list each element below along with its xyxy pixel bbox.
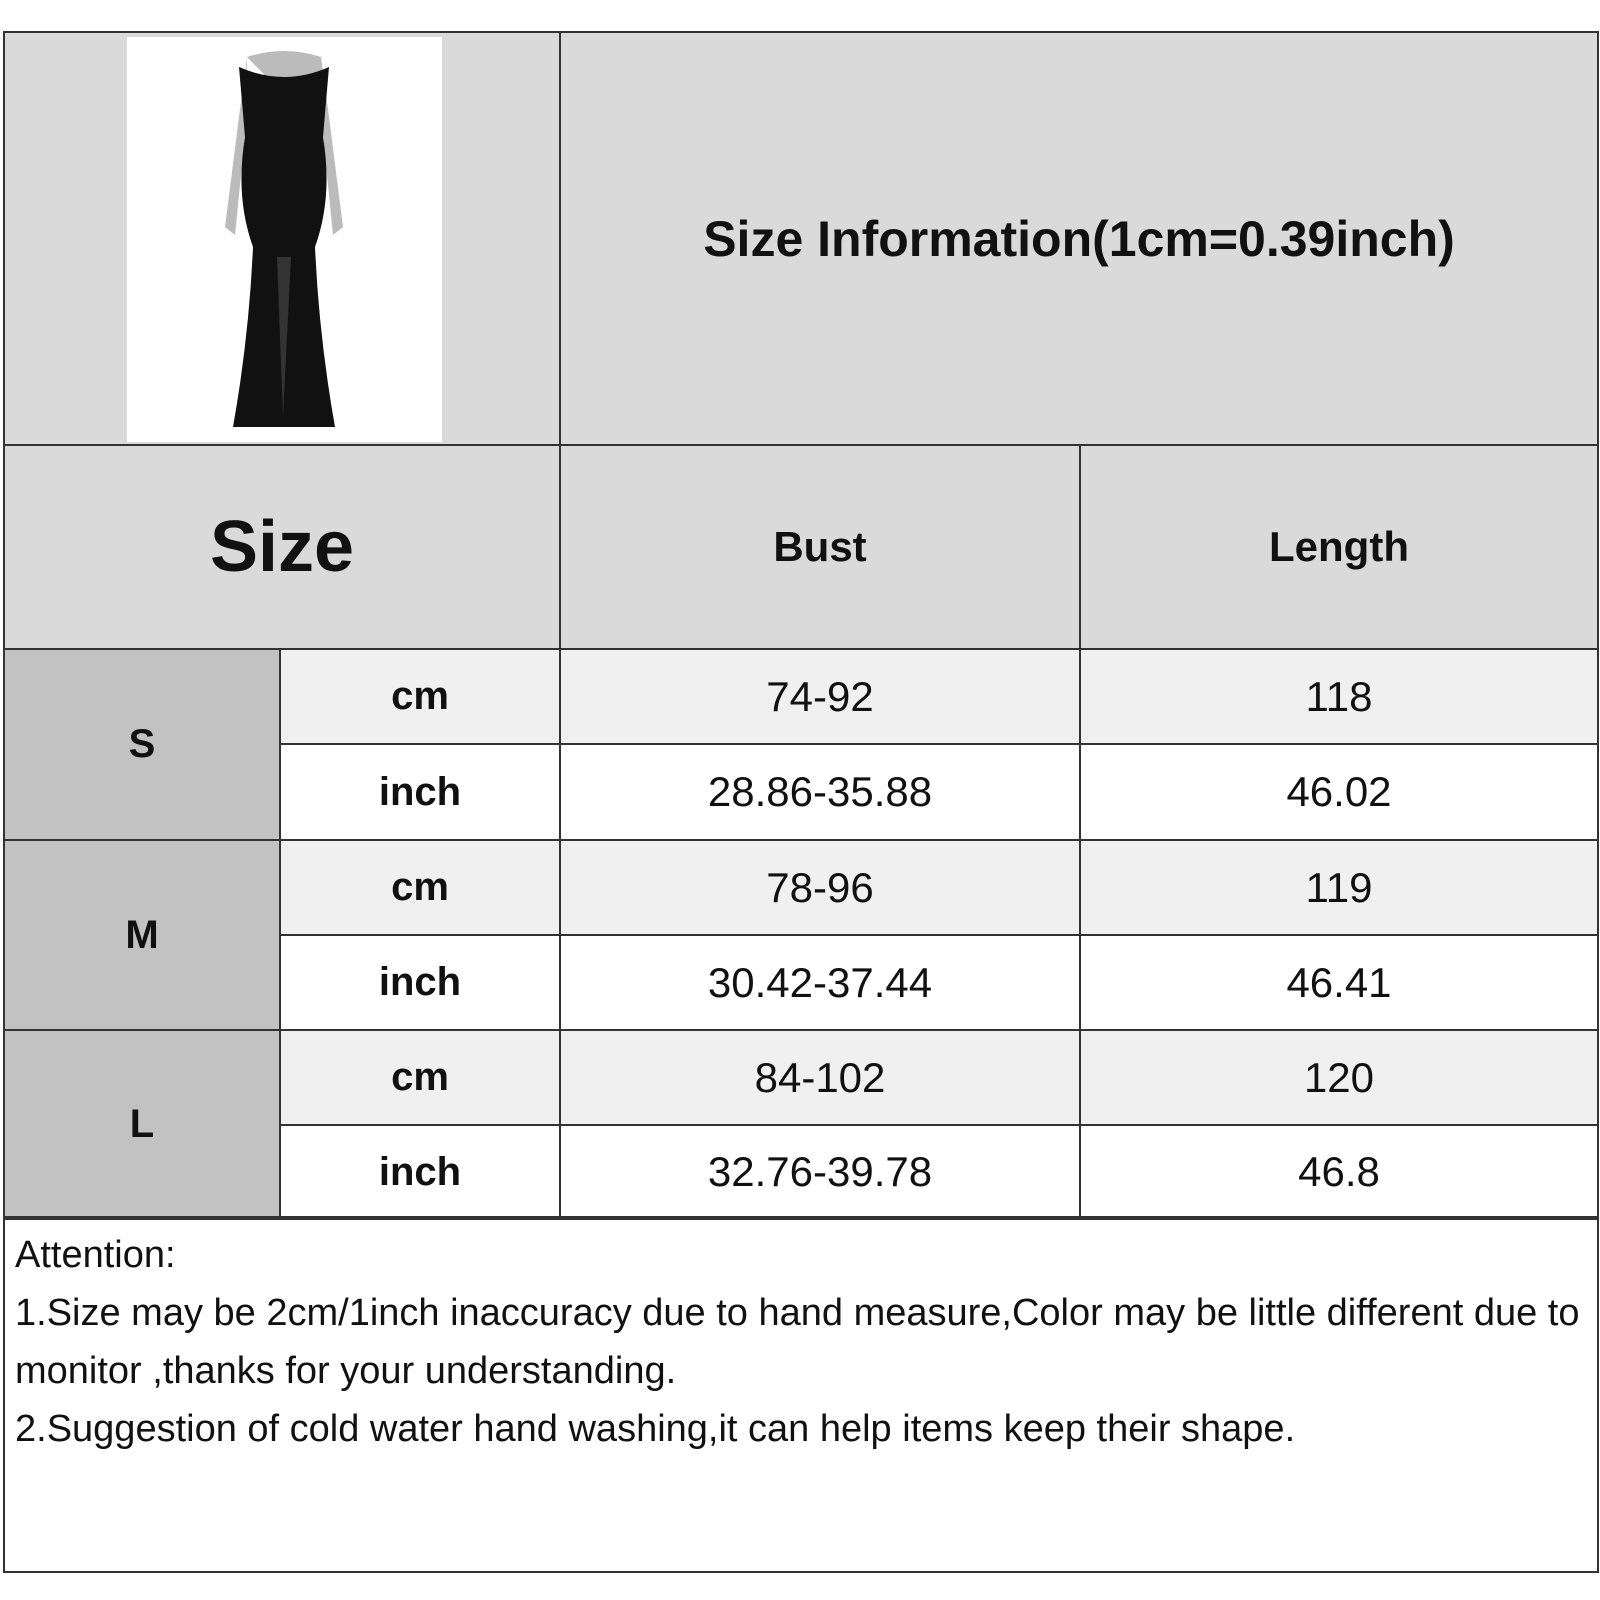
bust-value: 84-102 xyxy=(559,1029,1081,1126)
length-value: 46.8 xyxy=(1079,1124,1599,1220)
unit-label: cm xyxy=(279,1029,561,1126)
notes-heading: Attention: xyxy=(15,1234,176,1276)
unit-label: cm xyxy=(279,648,561,745)
bust-value: 78-96 xyxy=(559,839,1081,936)
length-header: Length xyxy=(1079,444,1599,650)
bust-value: 32.76-39.78 xyxy=(559,1124,1081,1220)
size-label: L xyxy=(3,1029,281,1220)
size-label: M xyxy=(3,839,281,1031)
size-chart-title: Size Information(1cm=0.39inch) xyxy=(703,210,1455,267)
unit-label: inch xyxy=(279,934,561,1031)
bust-value: 74-92 xyxy=(559,648,1081,745)
length-value: 46.02 xyxy=(1079,743,1599,841)
bust-value: 28.86-35.88 xyxy=(559,743,1081,841)
length-value: 46.41 xyxy=(1079,934,1599,1031)
length-value: 118 xyxy=(1079,648,1599,745)
product-image-cell xyxy=(3,31,561,446)
dress-image xyxy=(225,51,343,427)
size-header-cell: Size xyxy=(3,444,561,650)
length-value: 119 xyxy=(1079,839,1599,936)
size-header: Size xyxy=(209,507,355,587)
length-value: 120 xyxy=(1079,1029,1599,1126)
unit-label: cm xyxy=(279,839,561,936)
bust-value: 30.42-37.44 xyxy=(559,934,1081,1031)
size-label: S xyxy=(3,648,281,841)
unit-label: inch xyxy=(279,743,561,841)
title-cell: Size Information(1cm=0.39inch) xyxy=(559,31,1599,446)
attention-notes: Attention: 1.Size may be 2cm/1inch inacc… xyxy=(3,1216,1599,1573)
notes-line-2: 2.Suggestion of cold water hand washing,… xyxy=(15,1408,1296,1450)
notes-line-1: 1.Size may be 2cm/1inch inaccuracy due t… xyxy=(15,1292,1580,1392)
bust-header: Bust xyxy=(559,444,1081,650)
unit-label: inch xyxy=(279,1124,561,1220)
product-image xyxy=(127,37,442,442)
